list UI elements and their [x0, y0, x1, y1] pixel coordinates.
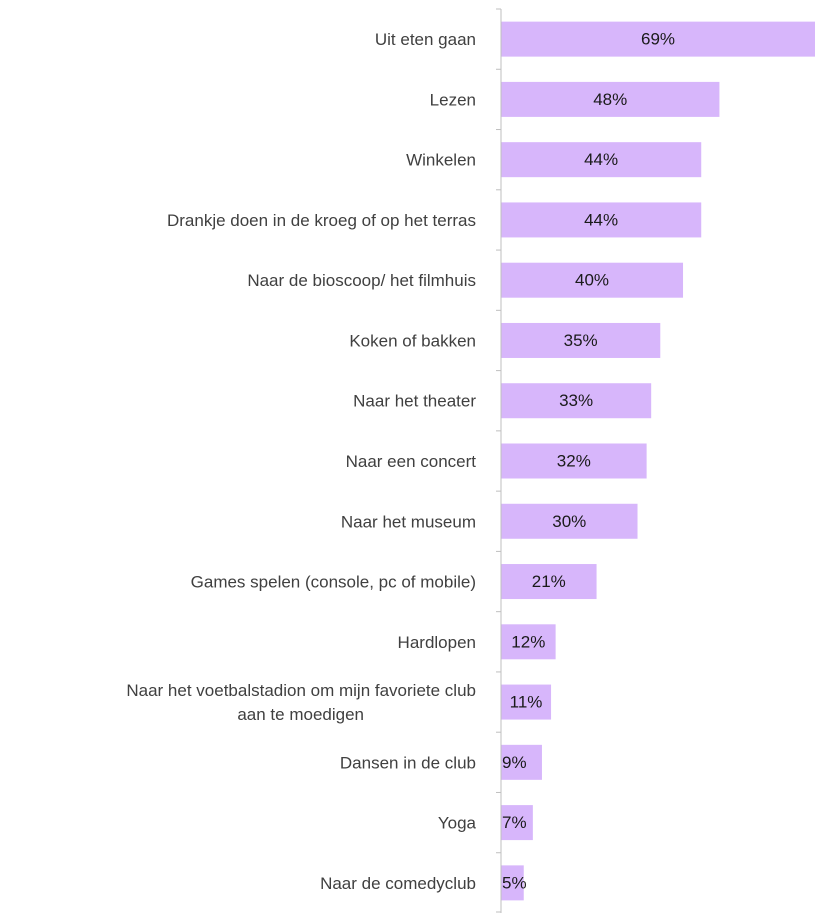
category-label-line: Koken of bakken: [349, 331, 476, 350]
bar-value-label: 9%: [502, 753, 527, 772]
category-label: Naar een concert: [346, 452, 477, 471]
category-label-line: Naar het theater: [353, 391, 476, 410]
category-label-line: Winkelen: [406, 150, 476, 169]
bar-value-label: 32%: [557, 452, 591, 471]
category-label-line: Yoga: [438, 813, 477, 832]
bar: [501, 805, 533, 841]
category-label: Hardlopen: [398, 632, 476, 651]
bar-value-label: 48%: [593, 90, 627, 109]
category-label-line: Naar een concert: [346, 452, 477, 471]
bar: [501, 322, 661, 358]
category-labels: Uit eten gaan Lezen Winkelen Drankje doen i…: [126, 30, 476, 893]
bar: [501, 503, 638, 539]
bar-value-label: 44%: [584, 150, 618, 169]
category-axis: [496, 8, 502, 913]
bar: [501, 81, 720, 117]
bar-value-label: 5%: [502, 873, 527, 892]
bar-value-label: 11%: [510, 693, 543, 712]
category-label-line: Naar de comedyclub: [320, 873, 476, 892]
bar-value-label: 40%: [575, 271, 609, 290]
category-label: Naar de comedyclub: [320, 873, 476, 892]
category-label: Games spelen (console, pc of mobile): [191, 572, 476, 591]
bar: [501, 744, 542, 780]
bar: [501, 202, 702, 238]
bar-value-label: 44%: [584, 210, 618, 229]
category-label: Yoga: [438, 813, 477, 832]
category-label: Naar het theater: [353, 391, 476, 410]
category-label-line: Naar het museum: [341, 512, 476, 531]
bar-value-label: 33%: [559, 391, 593, 410]
bar: [501, 684, 552, 720]
bar: [501, 443, 647, 479]
bar-value-label: 69%: [641, 30, 675, 49]
bar-value-label: 12%: [511, 632, 545, 651]
bar: [501, 564, 597, 600]
category-label-line: Naar de bioscoop/ het filmhuis: [247, 271, 476, 290]
category-label: Lezen: [430, 90, 476, 109]
bar: [501, 383, 652, 419]
bar: [501, 142, 702, 178]
category-label: Naar de bioscoop/ het filmhuis: [247, 271, 476, 290]
category-label-line: Uit eten gaan: [375, 30, 476, 49]
bar: [501, 624, 556, 660]
category-label: Drankje doen in de kroeg of op het terra…: [167, 210, 476, 229]
category-label-line: aan te moedigen: [237, 705, 364, 724]
bar: [501, 865, 524, 901]
category-label: Winkelen: [406, 150, 476, 169]
bars-layer: [501, 21, 815, 901]
bar: [501, 262, 684, 298]
category-label-line: Games spelen (console, pc of mobile): [191, 572, 476, 591]
bar-value-label: 30%: [552, 512, 586, 531]
category-label-line: Naar het voetbalstadion om mijn favoriet…: [126, 681, 476, 700]
bar-value-label: 21%: [532, 572, 566, 591]
value-labels: 69% 48% 44% 44% 40% 35% 33% 32% 30% 21% 12% 11% 9% 7%…: [502, 30, 675, 893]
category-label-line: Drankje doen in de kroeg of op het terra…: [167, 210, 476, 229]
category-label-line: Hardlopen: [398, 632, 476, 651]
category-label: Uit eten gaan: [375, 30, 476, 49]
category-label-line: Dansen in de club: [340, 753, 476, 772]
category-label: Dansen in de club: [340, 753, 476, 772]
category-label: Koken of bakken: [349, 331, 476, 350]
bar: [501, 21, 815, 57]
bar-value-label: 7%: [502, 813, 527, 832]
category-label-line: Lezen: [430, 90, 476, 109]
category-label: Naar het voetbalstadion om mijn favoriet…: [126, 681, 476, 724]
category-label: Naar het museum: [341, 512, 476, 531]
bar-value-label: 35%: [564, 331, 598, 350]
